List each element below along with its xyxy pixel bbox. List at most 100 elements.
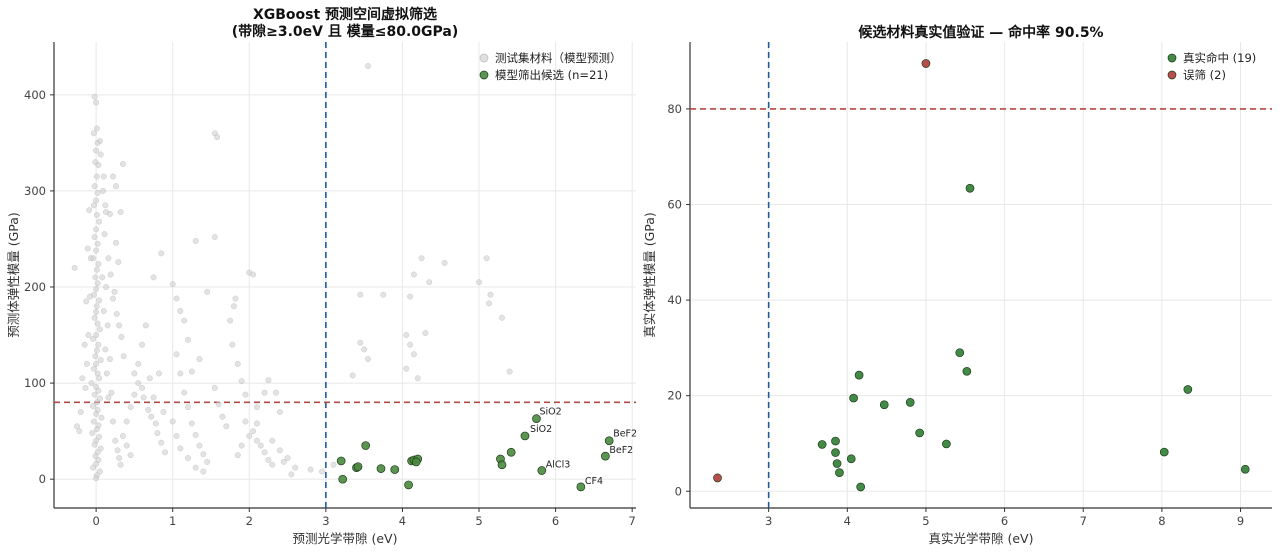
data-point-candidate xyxy=(497,460,507,470)
data-point-test-set xyxy=(265,457,272,463)
data-point-test-set xyxy=(288,471,295,478)
data-point-test-set xyxy=(93,332,100,338)
data-point-candidate xyxy=(353,462,363,472)
data-point-test-set xyxy=(93,212,100,218)
y-tick-label: 200 xyxy=(24,280,46,294)
data-point-test-set xyxy=(113,183,119,190)
data-point-test-set xyxy=(357,339,364,346)
data-point-test-set xyxy=(232,295,239,302)
data-point-test-set xyxy=(269,437,276,444)
data-point-test-set xyxy=(91,391,98,398)
data-point-test-set xyxy=(116,455,122,461)
data-point-test-set xyxy=(93,197,100,204)
data-point-test-set xyxy=(229,341,236,348)
data-point-test-set xyxy=(93,303,100,310)
legend-marker xyxy=(1167,70,1177,80)
data-point-test-set xyxy=(116,322,122,329)
point-annotation: BeF2 xyxy=(613,429,637,440)
y-tick-label: 300 xyxy=(24,184,46,198)
x-tick-label: 1 xyxy=(169,514,176,528)
data-point-test-set xyxy=(98,414,105,421)
legend-label: 真实命中 (19) xyxy=(1183,51,1256,65)
data-point-test-set xyxy=(177,370,184,377)
data-point-test-set xyxy=(91,93,98,100)
data-point-candidate xyxy=(942,439,951,449)
data-point-test-set xyxy=(319,468,325,475)
x-tick-label: 4 xyxy=(399,514,406,528)
data-point-candidate xyxy=(835,468,844,477)
data-point-candidate xyxy=(506,447,516,457)
data-point-test-set xyxy=(107,211,113,217)
data-point-test-set xyxy=(97,138,103,144)
data-point-test-set xyxy=(93,99,100,106)
data-point-test-set xyxy=(94,240,101,247)
data-point-test-set xyxy=(234,452,241,459)
data-point-test-set xyxy=(92,353,99,360)
point-annotation: BeF2 xyxy=(609,445,633,456)
data-point-test-set xyxy=(486,300,492,307)
data-point-test-set xyxy=(93,266,100,273)
legend-label: 误筛 (2) xyxy=(1183,68,1226,82)
data-point-candidate xyxy=(576,482,586,492)
x-tick-label: 6 xyxy=(552,514,559,528)
data-point-test-set xyxy=(150,394,157,401)
legend-marker xyxy=(479,70,489,80)
data-point-test-set xyxy=(111,288,118,295)
data-point-test-set xyxy=(110,418,116,425)
data-point-test-set xyxy=(426,279,433,286)
data-point-test-set xyxy=(192,237,199,244)
data-point-test-set xyxy=(105,394,112,401)
data-point-test-set xyxy=(219,413,226,420)
data-point-test-set xyxy=(95,261,102,267)
data-point-test-set xyxy=(204,458,211,465)
data-point-test-set xyxy=(414,375,421,382)
data-point-test-set xyxy=(87,293,93,300)
data-point-test-set xyxy=(114,447,121,454)
x-tick-label: 9 xyxy=(1237,514,1244,528)
x-axis-label: 真实光学带隙 (eV) xyxy=(929,531,1034,546)
data-point-test-set xyxy=(93,360,100,367)
data-point-test-set xyxy=(173,295,180,302)
data-point-test-set xyxy=(96,218,103,225)
x-axis-label: 预测光学带隙 (eV) xyxy=(293,531,398,546)
y-tick-label: 20 xyxy=(667,389,682,403)
data-point-candidate xyxy=(520,431,530,441)
data-point-test-set xyxy=(135,380,142,386)
y-axis-label: 预测体弹性模量 (GPa) xyxy=(6,212,21,338)
data-point-candidate xyxy=(376,464,386,473)
data-point-test-set xyxy=(115,259,122,265)
data-point-test-set xyxy=(94,320,101,327)
data-point-test-set xyxy=(90,403,96,410)
data-point-test-set xyxy=(135,360,142,367)
data-point-test-set xyxy=(169,281,176,288)
data-point-test-set xyxy=(150,274,157,281)
data-point-test-set xyxy=(77,409,84,415)
data-point-test-set xyxy=(93,247,100,254)
data-point-test-set xyxy=(261,449,268,456)
data-point-test-set xyxy=(99,274,106,281)
data-point-test-set xyxy=(86,207,93,214)
data-point-test-set xyxy=(254,404,260,411)
data-point-test-set xyxy=(407,341,413,348)
data-point-test-set xyxy=(100,188,106,194)
data-point-test-set xyxy=(357,291,364,298)
data-point-test-set xyxy=(200,451,207,458)
chart-title: XGBoost 预测空间虚拟筛选 xyxy=(253,6,437,23)
data-point-test-set xyxy=(250,271,257,278)
data-point-test-set xyxy=(117,209,124,215)
data-point-test-set xyxy=(273,389,279,396)
data-point-test-set xyxy=(231,303,237,310)
data-point-test-set xyxy=(84,360,90,367)
data-point-candidate xyxy=(832,459,842,468)
y-tick-label: 40 xyxy=(667,293,682,307)
data-point-candidate xyxy=(601,451,610,461)
y-tick-label: 0 xyxy=(39,472,46,486)
data-point-test-set xyxy=(71,264,78,271)
data-point-test-set xyxy=(93,460,100,467)
x-tick-label: 0 xyxy=(92,514,99,528)
data-point-test-set xyxy=(185,455,191,461)
data-point-test-set xyxy=(403,332,410,338)
data-point-candidate xyxy=(856,482,866,492)
data-point-test-set xyxy=(93,226,100,233)
